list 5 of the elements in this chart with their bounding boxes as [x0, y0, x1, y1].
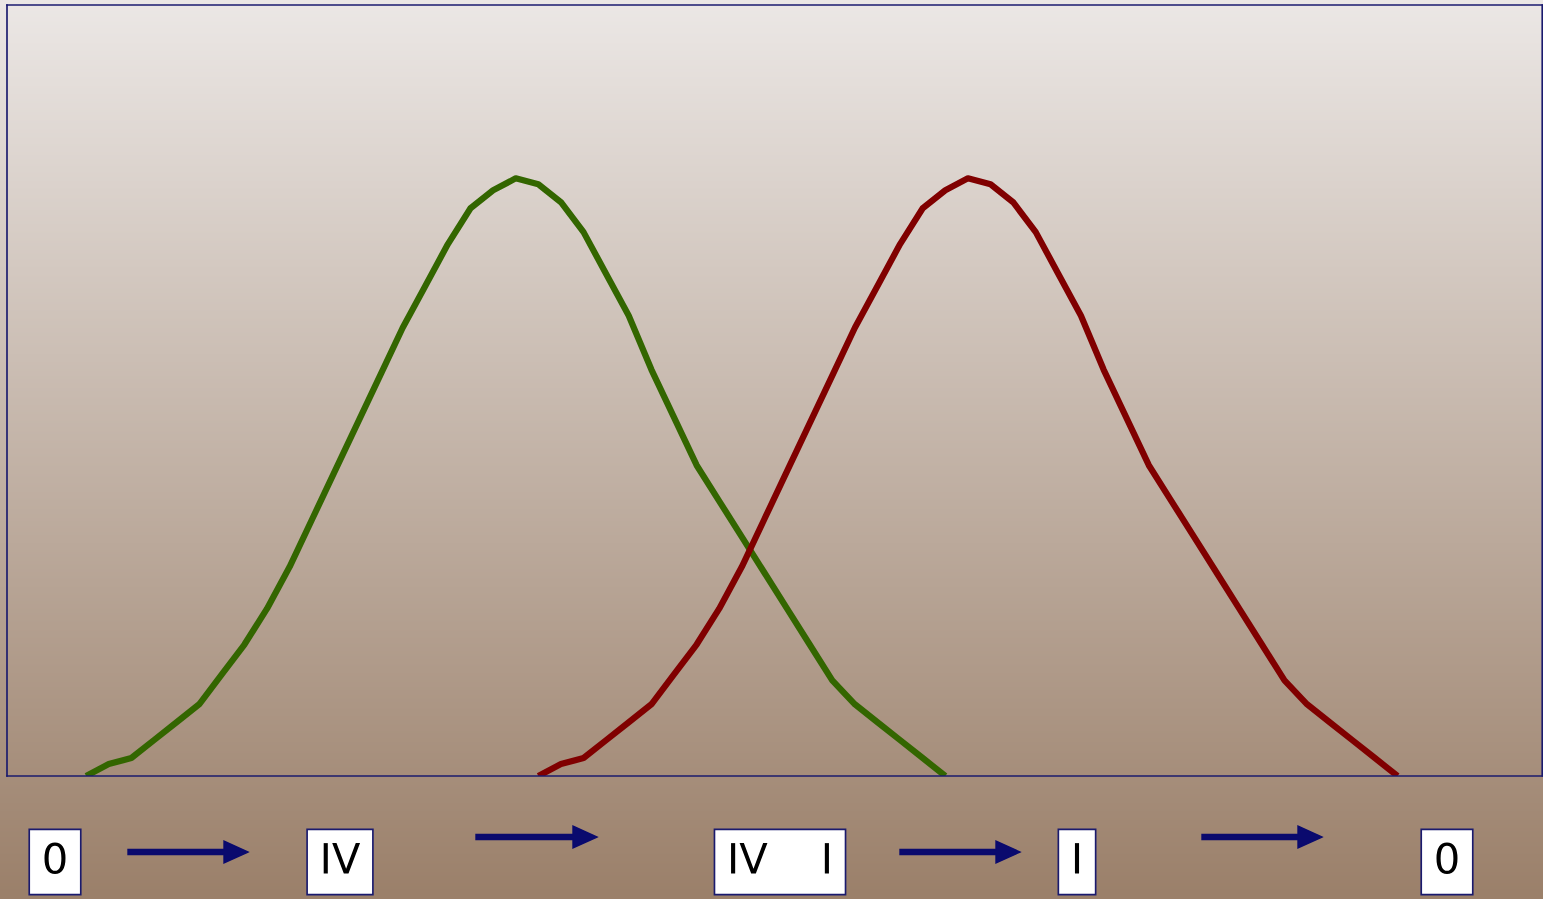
- text: IV: [323, 843, 361, 874]
- text: 0: [1436, 842, 1458, 875]
- text: IV I: [731, 843, 829, 874]
- text: 0: [44, 842, 66, 875]
- text: I: [1074, 843, 1080, 874]
